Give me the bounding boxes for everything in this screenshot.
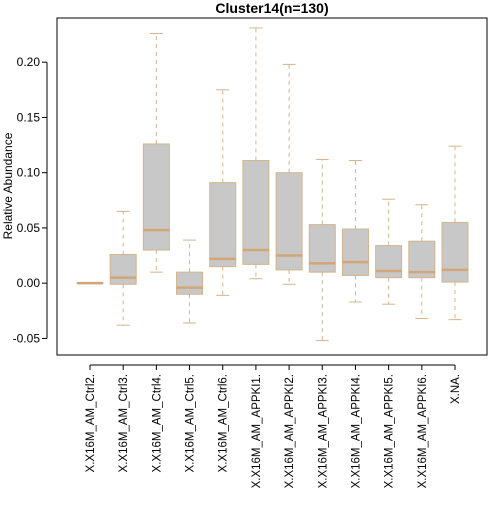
box-plot (408, 204, 436, 320)
chart-title: Cluster14(n=130) (215, 0, 328, 16)
box-plot (308, 158, 336, 342)
box-plot (275, 63, 303, 285)
box-plot (209, 89, 237, 296)
x-tick-label: X.X16M_AM_APPKI6. (417, 374, 429, 488)
y-tick-label: 0.10 (17, 166, 41, 180)
x-axis: X.X16M_AM_Ctrl2. X.X16M_AM_Ctrl3. X.X16M_A… (85, 364, 462, 488)
box-plot (441, 145, 469, 321)
box-iqr (308, 224, 336, 273)
x-tick-label: X.NA. (450, 374, 462, 404)
x-tick-label: X.X16M_AM_APPKI5. (384, 374, 396, 488)
box-iqr (375, 245, 403, 279)
y-axis-label: Relative Abundance (1, 132, 15, 239)
x-tick-label: X.X16M_AM_Ctrl5. (185, 374, 197, 472)
box-plot (76, 281, 104, 285)
box-plot (109, 210, 137, 326)
x-tick-label: X.X16M_AM_APPKI4. (350, 374, 362, 488)
box-plot (242, 27, 270, 280)
y-tick-label: 0.20 (17, 55, 41, 69)
y-tick-label: -0.05 (13, 331, 41, 345)
box-iqr (176, 271, 204, 295)
box-iqr (275, 172, 303, 271)
y-tick-label: 0.15 (17, 110, 41, 124)
x-tick-label: X.X16M_AM_Ctrl3. (118, 374, 130, 472)
x-tick-label: X.X16M_AM_APPKI1. (251, 374, 263, 488)
box-iqr (142, 143, 170, 251)
box-series (76, 27, 469, 342)
x-tick-label: X.X16M_AM_Ctrl6. (218, 374, 230, 472)
box-iqr (341, 228, 369, 276)
box-plot (341, 160, 369, 303)
x-tick-label: X.X16M_AM_APPKI2. (284, 374, 296, 488)
box-iqr (209, 182, 237, 268)
x-tick-label: X.X16M_AM_Ctrl4. (151, 374, 163, 472)
x-tick-label: X.X16M_AM_Ctrl2. (85, 374, 97, 472)
box-plot (176, 239, 204, 324)
plot-frame (56, 17, 488, 356)
y-tick-label: 0.00 (17, 276, 41, 290)
box-iqr (242, 160, 270, 265)
y-axis: -0.05 0.00 0.05 0.10 0.15 0.20 (13, 55, 48, 345)
box-plot (375, 198, 403, 305)
box-iqr (441, 221, 469, 283)
x-tick-label: X.X16M_AM_APPKI3. (317, 374, 329, 488)
box-plot (142, 32, 170, 273)
y-tick-label: 0.05 (17, 221, 41, 235)
box-iqr (109, 253, 137, 285)
